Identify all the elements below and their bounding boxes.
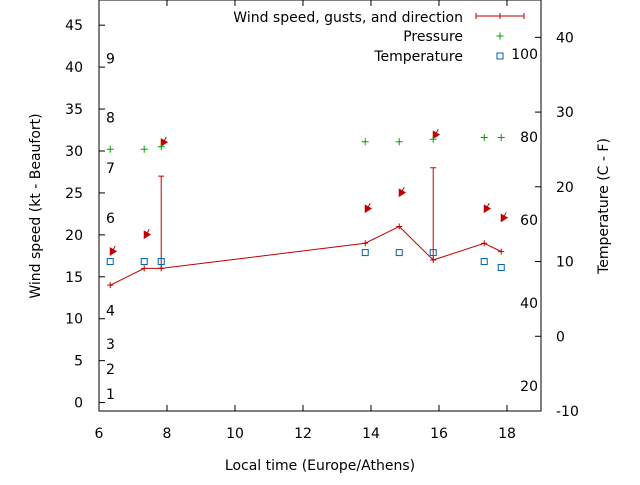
temperature-point bbox=[395, 249, 403, 257]
wind-direction-arrow bbox=[143, 228, 152, 240]
temperature-point bbox=[106, 258, 114, 266]
beaufort-label: 8 bbox=[106, 110, 115, 126]
y-right-tick-label: 0 bbox=[556, 329, 565, 345]
wind-direction-arrow-head bbox=[398, 188, 407, 198]
x-tick-label: 8 bbox=[163, 426, 172, 442]
wind-direction-arrow bbox=[160, 136, 169, 147]
beaufort-label: 6 bbox=[106, 211, 115, 227]
legend-key-temperature bbox=[496, 52, 504, 60]
pressure-point bbox=[106, 145, 114, 153]
x-tick-label: 12 bbox=[294, 426, 312, 442]
beaufort-label: 9 bbox=[106, 52, 115, 68]
fahrenheit-label: 80 bbox=[520, 130, 538, 146]
wind-speed-point bbox=[141, 265, 148, 272]
wind-speed-point bbox=[107, 282, 114, 289]
wind-speed-point bbox=[498, 248, 505, 255]
legend-label-pressure: Pressure bbox=[403, 29, 463, 45]
series-layer bbox=[106, 129, 509, 289]
wind-direction-arrow-head bbox=[364, 204, 373, 214]
pressure-point bbox=[395, 138, 403, 146]
pressure-point bbox=[140, 145, 148, 153]
temperature-point bbox=[361, 249, 369, 257]
x-tick-label: 10 bbox=[226, 426, 244, 442]
pressure-point bbox=[497, 134, 505, 142]
y-left-tick-label: 20 bbox=[65, 228, 83, 244]
wind-direction-arrow-head bbox=[432, 130, 441, 140]
wind-direction-arrow bbox=[500, 212, 509, 223]
y-left-tick-label: 15 bbox=[65, 270, 83, 286]
legend-key-pressure bbox=[496, 32, 504, 40]
y-right-tick-label: 40 bbox=[556, 30, 574, 46]
y-right-tick-label: 30 bbox=[556, 105, 574, 121]
wind-direction-arrow bbox=[398, 187, 407, 198]
y-left-tick-label: 45 bbox=[65, 18, 83, 34]
wind-direction-arrow-head bbox=[143, 230, 152, 240]
fahrenheit-label: 40 bbox=[520, 296, 538, 312]
beaufort-label: 2 bbox=[106, 362, 115, 378]
wind-speed-point bbox=[481, 240, 488, 247]
y-axis-label-left: Wind speed (kt - Beaufort) bbox=[28, 113, 44, 298]
y-left-tick-label: 40 bbox=[65, 60, 83, 76]
wind-direction-arrow bbox=[483, 202, 492, 214]
pressure-point bbox=[361, 138, 369, 146]
x-tick-label: 18 bbox=[498, 426, 516, 442]
wind-direction-arrow-head bbox=[160, 138, 169, 147]
beaufort-label: 1 bbox=[106, 387, 115, 403]
y-right-tick-label: -10 bbox=[556, 404, 579, 420]
x-axis-label: Local time (Europe/Athens) bbox=[225, 458, 415, 474]
tick-labels: 6 8 10 12 14 16 18051015202530354045-100102030… bbox=[65, 18, 579, 442]
wind-direction-arrow bbox=[364, 202, 373, 214]
fahrenheit-label: 60 bbox=[520, 213, 538, 229]
temperature-point bbox=[480, 258, 488, 266]
legend-label-wind: Wind speed, gusts, and direction bbox=[233, 10, 463, 26]
y-axis-label-right: Temperature (C - F) bbox=[596, 138, 612, 275]
fahrenheit-label: 20 bbox=[520, 379, 538, 395]
beaufort-label: 3 bbox=[106, 337, 115, 353]
y-left-tick-label: 35 bbox=[65, 102, 83, 118]
y-left-tick-label: 25 bbox=[65, 186, 83, 202]
wind-direction-arrow bbox=[109, 245, 118, 256]
y-left-tick-label: 10 bbox=[65, 312, 83, 328]
y-left-tick-label: 0 bbox=[74, 396, 83, 412]
wind-direction-arrow-head bbox=[109, 247, 118, 256]
legend-key-wind-marker bbox=[497, 13, 503, 19]
wind-speed-point bbox=[362, 240, 369, 247]
legend: Wind speed, gusts, and direction Pressur… bbox=[233, 10, 525, 65]
wind-speed-point bbox=[396, 223, 403, 230]
wind-direction-arrow-head bbox=[483, 204, 492, 214]
y-left-tick-label: 5 bbox=[74, 354, 83, 370]
temperature-point bbox=[497, 264, 505, 272]
temperature-point bbox=[157, 258, 165, 266]
temperature-point bbox=[140, 258, 148, 266]
legend-label-temperature: Temperature bbox=[373, 49, 463, 65]
y-right-tick-label: 10 bbox=[556, 255, 574, 271]
x-tick-label: 16 bbox=[430, 426, 448, 442]
pressure-point bbox=[157, 143, 165, 151]
pressure-point bbox=[480, 134, 488, 142]
beaufort-label: 7 bbox=[106, 161, 115, 177]
y-right-tick-label: 20 bbox=[556, 180, 574, 196]
y-left-tick-label: 30 bbox=[65, 144, 83, 160]
legend-keys bbox=[475, 13, 525, 60]
beaufort-label: 4 bbox=[106, 303, 115, 319]
x-tick-label: 14 bbox=[362, 426, 380, 442]
fahrenheit-label: 100 bbox=[511, 47, 538, 63]
wind-direction-arrow bbox=[432, 129, 441, 140]
x-tick-label: 6 bbox=[95, 426, 104, 442]
temperature-point bbox=[429, 249, 437, 257]
plot-frame bbox=[98, 0, 542, 412]
pressure-point bbox=[429, 135, 437, 143]
wind-direction-arrow-head bbox=[500, 213, 509, 223]
